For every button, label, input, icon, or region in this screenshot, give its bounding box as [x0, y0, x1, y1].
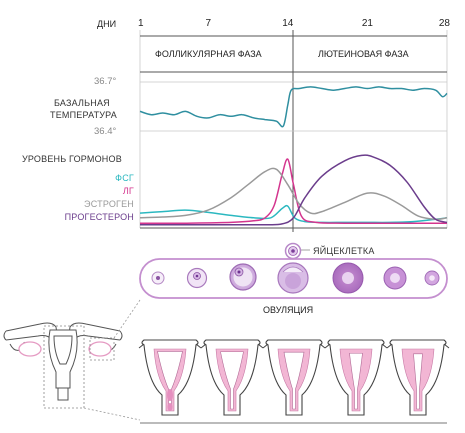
hormone-legend-label: ЛГ — [123, 186, 134, 196]
day-ticks: 1 7 14 21 28 — [138, 18, 450, 29]
follicular-phase-label: ФОЛЛИКУЛЯРНАЯ ФАЗА — [155, 49, 262, 59]
callout-line-bottom — [83, 407, 141, 421]
follicle-1-icon — [151, 271, 165, 285]
days-label: ДНИ — [97, 19, 116, 29]
corpus-luteum-1-icon — [332, 262, 364, 294]
ovary-highlight-box — [89, 337, 115, 361]
basal-temp-label-line1: БАЗАЛЬНАЯ — [54, 98, 110, 108]
uterus-stage-2-icon — [200, 339, 264, 416]
corpus-albicans-icon — [424, 270, 440, 286]
corpus-luteum-2-icon — [383, 266, 407, 290]
day-tick-label: 7 — [205, 18, 211, 29]
hormone-legend: ФСГ ЛГ ЭСТРОГЕН ПРОГЕСТЕРОН — [65, 173, 134, 222]
temp-high-label: 36.7° — [94, 76, 116, 87]
egg-cell-icon — [284, 242, 302, 260]
basal-temp-label-line2: ТЕМПЕРАТУРА — [50, 110, 117, 120]
uterus-overview-icon — [3, 322, 123, 401]
hormone-lines — [139, 154, 448, 226]
left-ovary-icon — [18, 341, 42, 357]
uterus-row — [138, 339, 450, 416]
basal-temperature-line — [139, 86, 448, 128]
day-tick-label: 14 — [282, 18, 294, 29]
right-ovary-icon — [88, 341, 112, 357]
luteal-phase-label: ЛЮТЕИНОВАЯ ФАЗА — [318, 49, 409, 59]
egg-cell-label: ЯЙЦЕКЛЕТКА — [313, 245, 375, 256]
hormone-legend-label: ЭСТРОГЕН — [84, 199, 134, 209]
follicle-3-icon — [229, 263, 257, 291]
overview-highlight-box — [43, 325, 85, 409]
hormone-line-3 — [139, 167, 448, 221]
temp-low-label: 36.4° — [94, 126, 116, 137]
hormone-line-1 — [139, 204, 448, 224]
uterus-stage-1-icon — [138, 339, 202, 416]
uterus-stage-4-icon — [324, 339, 388, 416]
hormone-level-label: УРОВЕНЬ ГОРМОНОВ — [22, 154, 122, 164]
day-tick-label: 21 — [362, 18, 374, 29]
uterus-stage-3-icon — [262, 339, 326, 416]
hormone-line-2 — [139, 158, 447, 224]
hormone-legend-label: ФСГ — [115, 173, 134, 183]
follicle-2-icon — [186, 267, 208, 289]
ruptured-follicle-icon — [277, 262, 309, 294]
hormone-legend-label: ПРОГЕСТЕРОН — [65, 212, 134, 222]
day-tick-label: 1 — [138, 18, 144, 29]
callout-line-top — [113, 299, 141, 339]
uterus-stage-5-icon — [386, 339, 450, 416]
ovulation-label: ОВУЛЯЦИЯ — [263, 305, 313, 315]
day-tick-label: 28 — [439, 18, 451, 29]
hormone-line-4 — [140, 154, 448, 226]
